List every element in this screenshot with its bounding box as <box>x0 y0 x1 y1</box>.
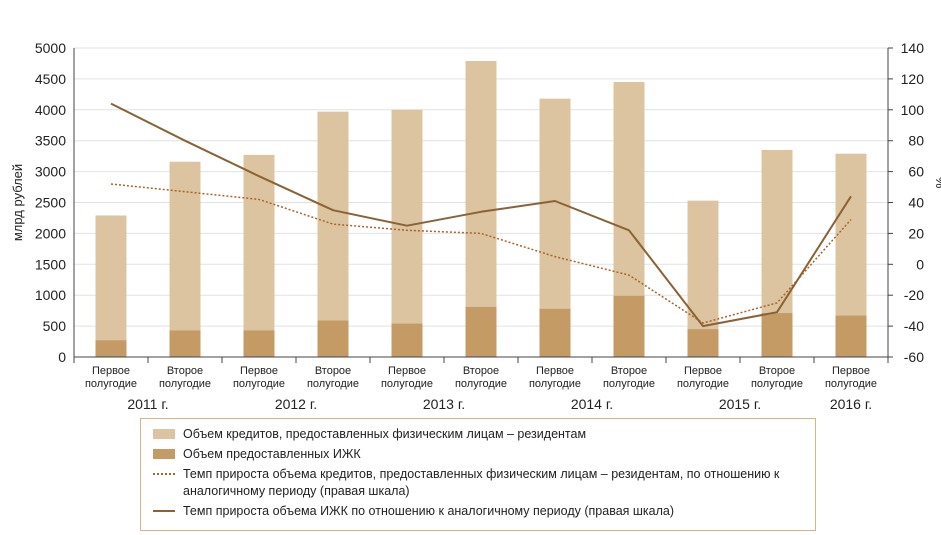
y-tick-label: 4000 <box>35 102 66 118</box>
bar-loans-volume <box>169 161 201 357</box>
x-tick-label: полугодие <box>233 378 285 390</box>
x-tick-label: полугодие <box>825 378 877 390</box>
legend-swatch-mortgage-growth <box>153 506 175 516</box>
legend-swatch-loans-growth <box>153 469 175 479</box>
bar-mortgage-volume <box>317 320 349 357</box>
bar-mortgage-volume <box>761 313 793 357</box>
year-label: 2016 г. <box>830 396 872 412</box>
year-label: 2014 г. <box>571 396 613 412</box>
bar-mortgage-volume <box>95 340 127 357</box>
bar-mortgage-volume <box>391 323 423 357</box>
x-tick-label: полугодие <box>455 378 507 390</box>
year-label: 2015 г. <box>719 396 761 412</box>
legend-item-loans-growth: Темп прироста объема кредитов, предостав… <box>153 466 815 500</box>
bar-mortgage-volume <box>687 329 719 357</box>
x-tick-label: полугодие <box>381 378 433 390</box>
x-tick-label: Первое <box>92 365 130 377</box>
y2-tick-label: -20 <box>904 287 924 303</box>
y2-tick-label: 80 <box>908 133 924 149</box>
y2-tick-label: 0 <box>916 256 924 272</box>
chart: 0500100015002000250030003500400045005000… <box>10 40 941 412</box>
x-tick-label: Второе <box>759 365 795 377</box>
legend-swatch-mortgage-volume <box>153 449 175 459</box>
y2-tick-label: 120 <box>901 71 925 87</box>
x-tick-label: Первое <box>536 365 574 377</box>
y2-tick-label: 140 <box>901 40 925 56</box>
x-tick-label: Второе <box>463 365 499 377</box>
y-tick-label: 4500 <box>35 71 66 87</box>
y2-tick-label: 60 <box>908 164 924 180</box>
y-tick-label: 3500 <box>35 133 66 149</box>
y-tick-label: 3000 <box>35 164 66 180</box>
x-tick-label: полугодие <box>85 378 137 390</box>
y2-tick-label: -40 <box>904 318 924 334</box>
y-tick-label: 500 <box>43 318 67 334</box>
bar-mortgage-volume <box>835 315 867 357</box>
y2-tick-label: 100 <box>901 102 925 118</box>
y-tick-label: 1500 <box>35 256 66 272</box>
year-label: 2011 г. <box>127 396 168 412</box>
bar-mortgage-volume <box>465 306 497 357</box>
y-tick-label: 2500 <box>35 195 66 211</box>
bar-mortgage-volume <box>169 330 201 357</box>
y-axis-label: млрд рублей <box>10 164 25 241</box>
y-tick-label: 0 <box>58 349 66 365</box>
chart-legend: Объем кредитов, предоставленных физическ… <box>140 418 816 531</box>
x-tick-label: полугодие <box>677 378 729 390</box>
y2-tick-label: 20 <box>908 225 924 241</box>
bar-loans-volume <box>95 215 127 357</box>
x-tick-label: Первое <box>240 365 278 377</box>
x-tick-label: полугодие <box>751 378 803 390</box>
y-tick-label: 5000 <box>35 40 66 56</box>
bar-loans-volume <box>243 154 275 357</box>
y-tick-label: 1000 <box>35 287 66 303</box>
x-tick-label: полугодие <box>529 378 581 390</box>
bar-mortgage-volume <box>243 330 275 357</box>
bar-loans-volume <box>317 111 349 358</box>
legend-item-mortgage-volume: Объем предоставленных ИЖК <box>153 446 815 463</box>
legend-label-mortgage-volume: Объем предоставленных ИЖК <box>183 447 361 461</box>
x-tick-label: полугодие <box>603 378 655 390</box>
x-tick-label: Первое <box>832 365 870 377</box>
legend-swatch-loans-volume <box>153 429 175 439</box>
y-tick-label: 2000 <box>35 225 66 241</box>
y2-tick-label: 40 <box>908 195 924 211</box>
x-tick-label: Первое <box>684 365 722 377</box>
legend-item-loans-volume: Объем кредитов, предоставленных физическ… <box>153 426 815 443</box>
y2-tick-label: -60 <box>904 349 924 365</box>
legend-label-loans-volume: Объем кредитов, предоставленных физическ… <box>183 427 587 441</box>
year-label: 2013 г. <box>423 396 465 412</box>
legend-label-loans-growth: Темп прироста объема кредитов, предостав… <box>183 467 780 498</box>
bar-loans-volume <box>391 109 423 357</box>
legend-label-mortgage-growth: Темп прироста объема ИЖК по отношению к … <box>183 504 675 518</box>
x-tick-label: Второе <box>611 365 647 377</box>
bar-mortgage-volume <box>539 308 571 357</box>
x-tick-label: Второе <box>315 365 351 377</box>
x-tick-label: Первое <box>388 365 426 377</box>
legend-item-mortgage-growth: Темп прироста объема ИЖК по отношению к … <box>153 503 815 520</box>
x-tick-label: Второе <box>167 365 203 377</box>
y2-axis-label: % <box>933 177 941 189</box>
x-tick-label: полугодие <box>159 378 211 390</box>
line-mortgage-growth <box>110 102 852 328</box>
x-tick-label: полугодие <box>307 378 359 390</box>
year-label: 2012 г. <box>275 396 317 412</box>
bar-mortgage-volume <box>613 295 645 357</box>
